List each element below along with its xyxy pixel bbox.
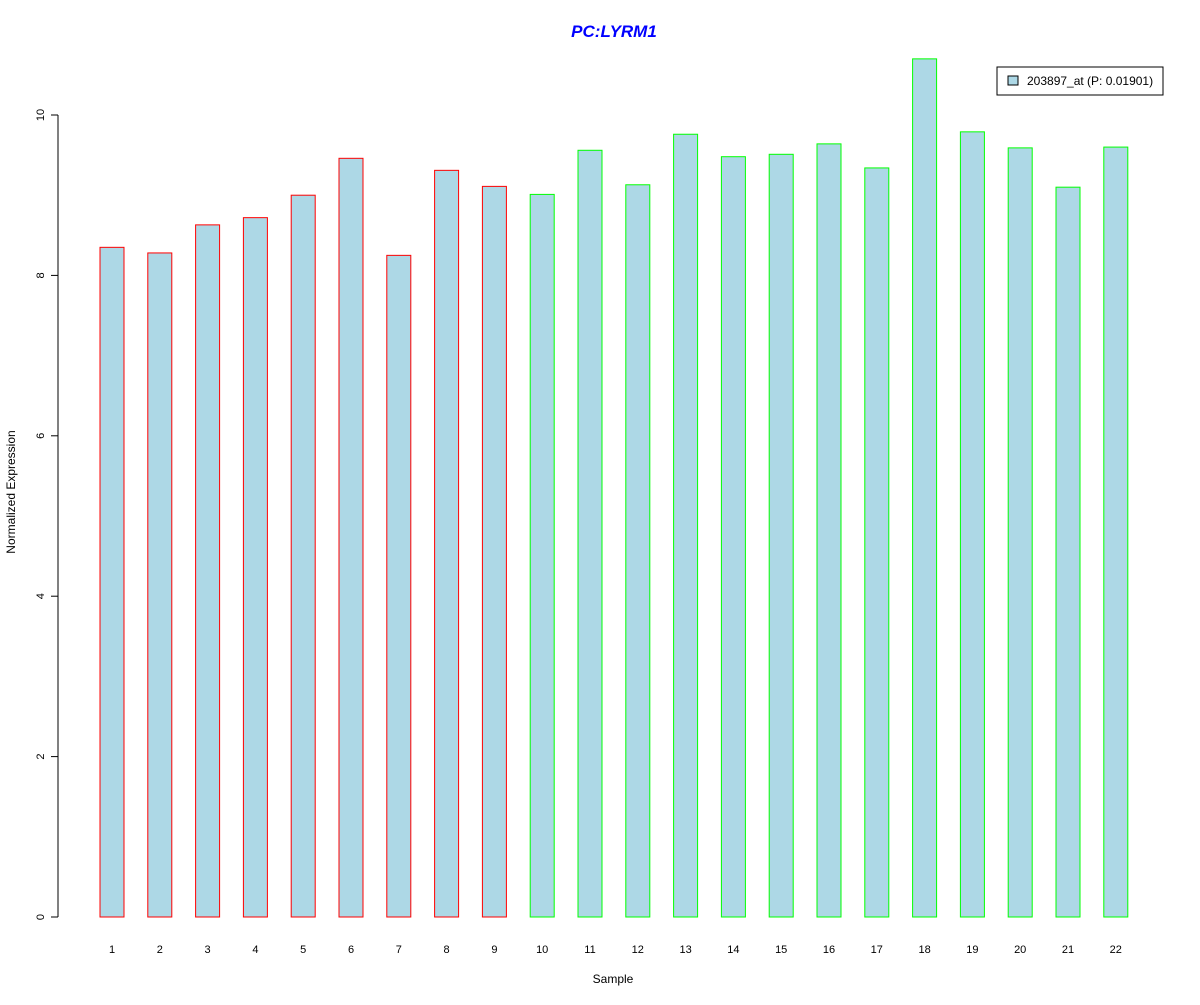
bar-sample-22 <box>1103 146 1129 918</box>
bar-sample-19 <box>959 131 985 918</box>
x-tick-label: 13 <box>679 944 691 956</box>
x-tick-label: 18 <box>918 944 930 956</box>
bar-sample-10 <box>529 193 555 918</box>
y-tick-label: 8 <box>35 272 47 278</box>
legend: 203897_at (P: 0.01901) <box>996 66 1164 96</box>
x-tick-label: 14 <box>727 944 739 956</box>
bar-sample-3 <box>195 224 221 918</box>
bar-sample-1 <box>99 246 125 918</box>
bar-sample-21 <box>1055 186 1081 918</box>
legend-swatch <box>1007 75 1019 86</box>
bar-sample-4 <box>242 217 268 918</box>
x-tick-label: 12 <box>632 944 644 956</box>
bar-sample-12 <box>625 184 651 918</box>
bar-sample-15 <box>768 153 794 918</box>
x-tick-label: 11 <box>584 944 595 956</box>
bar-sample-6 <box>338 157 364 918</box>
y-tick-label: 6 <box>35 433 47 439</box>
x-tick-label: 8 <box>444 944 450 956</box>
y-tick-label: 10 <box>35 109 47 121</box>
x-tick-label: 19 <box>966 944 978 956</box>
bar-sample-9 <box>481 185 507 918</box>
x-tick-labels: 1 2 3 4 5 6 7 8 9 10 11 12 13 14 15 16 17 18 19 20 21 22 <box>109 944 1122 956</box>
x-tick-label: 15 <box>775 944 787 956</box>
bar-sample-5 <box>290 194 316 918</box>
bar-sample-16 <box>816 143 842 918</box>
x-tick-label: 20 <box>1014 944 1026 956</box>
bar-sample-18 <box>912 58 938 918</box>
bar-sample-20 <box>1007 147 1033 918</box>
x-tick-label: 1 <box>109 944 115 956</box>
y-axis-label: Normalized Expression <box>4 430 18 553</box>
x-tick-label: 9 <box>491 944 497 956</box>
legend-label: 203897_at (P: 0.01901) <box>1027 74 1153 88</box>
x-tick-label: 2 <box>157 944 163 956</box>
x-tick-label: 22 <box>1110 944 1122 956</box>
x-tick-label: 6 <box>348 944 354 956</box>
bar-sample-2 <box>147 252 173 918</box>
bar-sample-17 <box>864 167 890 918</box>
x-tick-label: 17 <box>871 944 883 956</box>
bar-sample-11 <box>577 149 603 918</box>
bar-sample-14 <box>720 156 746 918</box>
y-tick-label: 4 <box>35 593 47 599</box>
x-tick-label: 16 <box>823 944 835 956</box>
x-tick-label: 21 <box>1062 944 1074 956</box>
x-tick-label: 10 <box>536 944 548 956</box>
x-tick-label: 5 <box>300 944 306 956</box>
x-tick-label: 7 <box>396 944 402 956</box>
bar-sample-7 <box>386 254 412 918</box>
y-tick-label: 2 <box>35 754 47 760</box>
bar-sample-13 <box>673 133 699 918</box>
y-axis: 0 2 4 6 8 10 <box>35 109 59 920</box>
bars <box>99 58 1129 918</box>
x-tick-label: 4 <box>252 944 258 956</box>
x-tick-label: 3 <box>205 944 211 956</box>
chart-title: PC:LYRM1 <box>571 22 657 41</box>
x-axis-label: Sample <box>593 972 634 986</box>
bar-sample-8 <box>434 169 460 918</box>
y-tick-label: 0 <box>35 914 47 920</box>
